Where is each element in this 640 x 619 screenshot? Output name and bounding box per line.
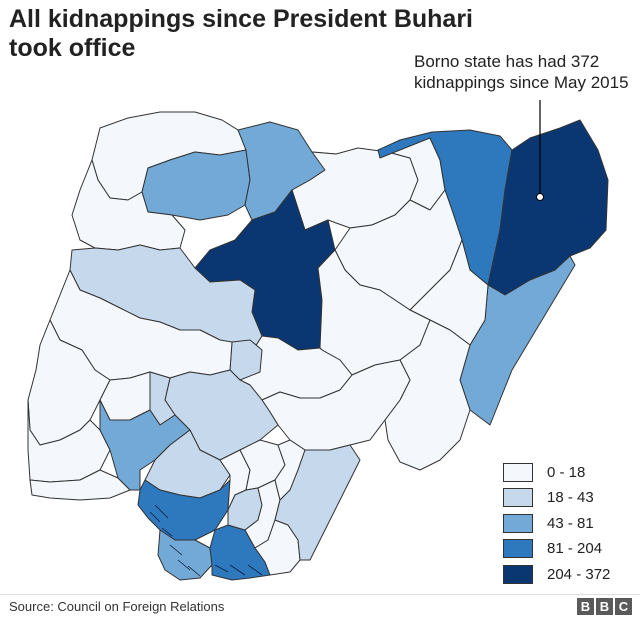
state-cross-river	[274, 444, 361, 561]
borno-marker	[536, 193, 544, 201]
legend-item: 43 - 81	[503, 512, 610, 534]
source-text: Source: Council on Foreign Relations	[9, 599, 225, 614]
bbc-logo-block: B	[577, 598, 594, 615]
legend-label: 18 - 43	[547, 489, 594, 506]
legend-item: 204 - 372	[503, 563, 610, 585]
legend-item: 0 - 18	[503, 461, 610, 483]
bbc-logo-block: C	[615, 598, 632, 615]
state-bayelsa	[157, 529, 213, 581]
state-borno	[487, 119, 609, 296]
legend: 0 - 18 18 - 43 43 - 81 81 - 204 204 - 37…	[503, 461, 610, 589]
legend-label: 43 - 81	[547, 514, 594, 532]
legend-item: 81 - 204	[503, 538, 610, 560]
legend-swatch	[503, 564, 533, 584]
legend-item: 18 - 43	[503, 487, 610, 509]
bbc-logo-block: B	[596, 598, 613, 615]
legend-label: 204 - 372	[547, 565, 611, 583]
chart-title: All kidnappings since President Buhari t…	[9, 5, 473, 62]
legend-swatch	[503, 488, 533, 507]
footer-divider	[0, 594, 640, 595]
bbc-logo: B B C	[577, 598, 632, 615]
borno-annotation: Borno state has had 372 kidnappings sinc…	[414, 52, 629, 92]
legend-label: 0 - 18	[547, 463, 586, 481]
legend-swatch	[503, 539, 533, 558]
legend-label: 81 - 204	[547, 540, 603, 557]
legend-swatch	[503, 462, 533, 482]
legend-swatch	[503, 513, 533, 533]
